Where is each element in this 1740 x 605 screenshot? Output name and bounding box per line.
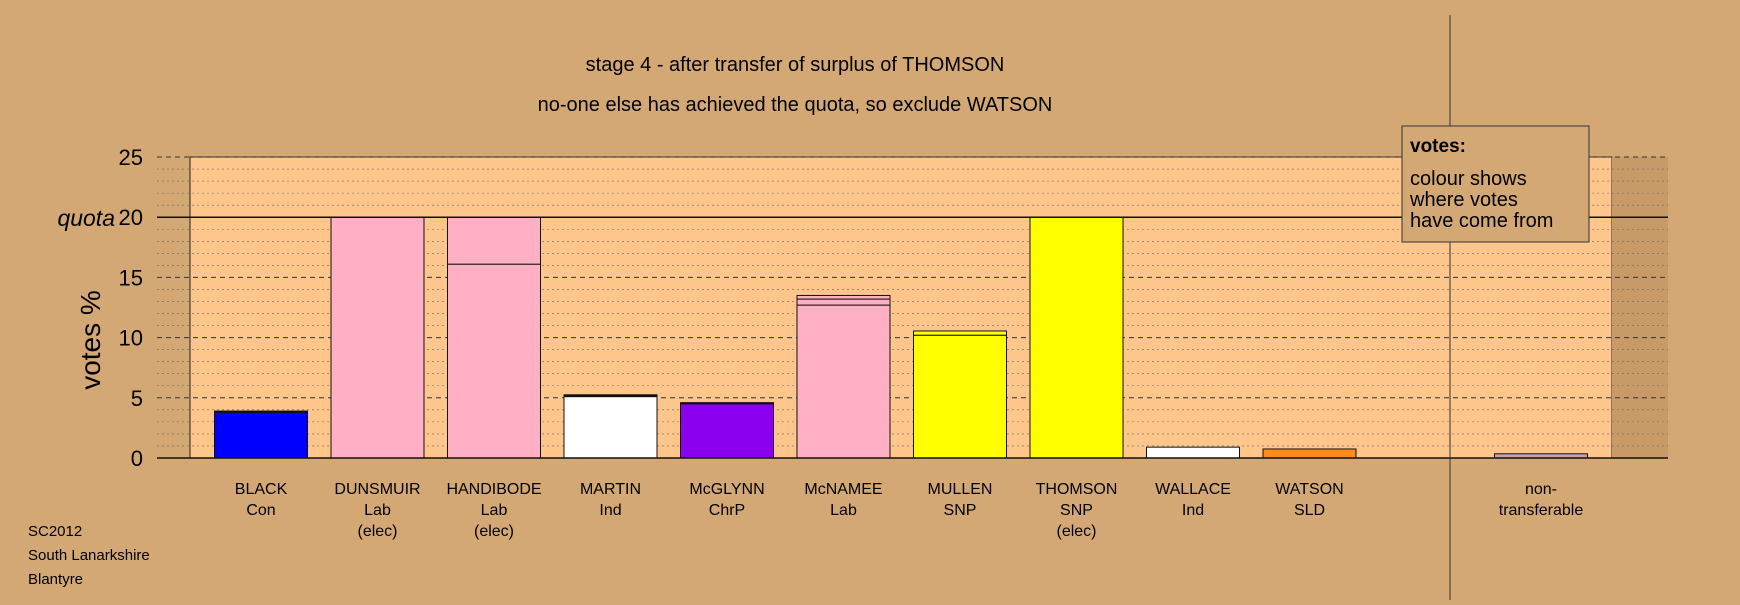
x-label-party: Lab — [830, 502, 857, 519]
y-axis-label: votes % — [75, 290, 106, 390]
legend-frame — [1401, 125, 1590, 243]
bar-segment — [680, 402, 774, 405]
x-label-name: DUNSMUIR — [334, 481, 420, 498]
y-tick-labels: 0 5 10 15 20 25 — [119, 145, 143, 471]
bar-segment — [1262, 448, 1357, 459]
bar-segment — [1029, 216, 1124, 459]
footer-line-1: SC2012 — [28, 523, 82, 540]
bar-segment — [913, 334, 1007, 459]
y-tick-label: 10 — [119, 326, 143, 351]
bar-segment — [796, 304, 891, 459]
x-label-name: THOMSON — [1036, 481, 1118, 498]
bar-segment — [214, 411, 308, 459]
x-label-name: MULLEN — [928, 481, 993, 498]
y-tick-label: 0 — [131, 446, 143, 471]
x-label-party: SNP — [944, 502, 977, 519]
x-label-nontransferable: transferable — [1499, 502, 1584, 519]
y-tick-label: 5 — [131, 386, 143, 411]
quota-label: quota — [57, 205, 115, 231]
y-tick-label: 25 — [119, 145, 143, 170]
x-label-status: (elec) — [1056, 523, 1096, 540]
x-label-name: HANDIBODE — [446, 481, 541, 498]
bar-segment — [796, 294, 891, 300]
bar-segment — [563, 394, 658, 398]
x-label-name: McNAMEE — [804, 481, 882, 498]
bar-segment — [563, 396, 658, 459]
plot-area-margin — [1612, 157, 1668, 458]
chart-title: stage 4 - after transfer of surplus of T… — [586, 54, 1005, 76]
bar-segment — [680, 403, 774, 459]
x-label-party: ChrP — [709, 502, 745, 519]
bar-segment — [1146, 446, 1240, 459]
bar-segment — [913, 330, 1007, 336]
x-label-nontransferable: non- — [1525, 481, 1557, 498]
x-label-party: Lab — [481, 502, 508, 519]
legend-box: votes: colour shows where votes have com… — [1401, 125, 1590, 243]
x-label-party: Ind — [1182, 502, 1204, 519]
x-label-name: WATSON — [1275, 481, 1343, 498]
legend-title: votes: — [1410, 136, 1466, 157]
x-label-party: Ind — [599, 502, 621, 519]
y-tick-label: 20 — [119, 205, 143, 230]
chart-subtitle: no-one else has achieved the quota, so e… — [538, 94, 1053, 116]
footer-line-2: South Lanarkshire — [28, 547, 150, 564]
x-tick-labels: BLACK Con DUNSMUIR Lab (elec) HANDIBODE Lab (el… — [235, 481, 1584, 540]
x-label-name: WALLACE — [1155, 481, 1231, 498]
x-label-party: SLD — [1294, 502, 1325, 519]
bar-segment — [214, 410, 308, 413]
y-tick-label: 15 — [119, 265, 143, 290]
bar-segment — [447, 263, 541, 459]
x-label-status: (elec) — [357, 523, 397, 540]
bars — [214, 216, 1588, 459]
bar-segment — [796, 298, 891, 306]
legend-line-1: colour shows — [1410, 168, 1527, 190]
x-label-party: SNP — [1060, 502, 1093, 519]
legend-line-3: have come from — [1410, 210, 1553, 232]
x-label-status: (elec) — [474, 523, 514, 540]
footer-line-3: Blantyre — [28, 571, 83, 588]
legend-line-2: where votes — [1409, 189, 1518, 211]
bar-segment — [330, 216, 425, 459]
x-label-party: Con — [246, 502, 275, 519]
x-label-name: BLACK — [235, 481, 288, 498]
x-label-name: MARTIN — [580, 481, 641, 498]
x-label-party: Lab — [364, 502, 391, 519]
bar-segment — [447, 216, 541, 265]
x-label-name: McGLYNN — [689, 481, 764, 498]
